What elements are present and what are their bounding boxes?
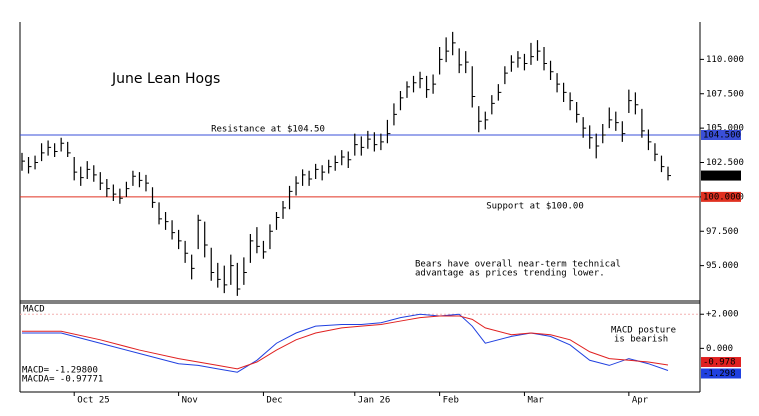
x-tick-label: Nov [182, 396, 198, 406]
level-label: Resistance at $104.50 [211, 125, 325, 135]
x-tick-label: Dec [266, 396, 282, 406]
x-tick-label: Jan 26 [358, 396, 391, 406]
x-tick-label: Feb [443, 396, 459, 406]
macd-readout: MACDA= -0.97771 [22, 375, 103, 385]
y-tick-label: 95.000 [706, 261, 739, 271]
price-tag-label: 104.500 [703, 131, 741, 141]
annotation: Bears have overall near-term technical [415, 260, 621, 270]
price-tag [701, 130, 741, 140]
macd-tag-label: -1.298 [703, 369, 736, 379]
y-tick-label: 97.500 [706, 227, 739, 237]
x-tick-label: Mar [527, 396, 544, 406]
y-tick-label: 102.500 [706, 158, 744, 168]
price-tag [701, 170, 741, 181]
macd-tag [701, 368, 741, 379]
macd-line [22, 315, 669, 370]
panel-title: MACD [23, 305, 45, 315]
annotation: advantage as prices trending lower. [415, 269, 605, 279]
y-tick-label: 107.500 [706, 89, 744, 99]
x-tick-label: Oct 25 [77, 396, 110, 406]
macd-tag-label: -0.978 [703, 358, 736, 368]
price-tag-label: 100.000 [703, 192, 741, 202]
macd-tick-label: +2.000 [706, 310, 739, 320]
macd-tick-label: 0.000 [706, 344, 733, 354]
y-tick-label: 110.000 [706, 55, 744, 65]
macd-annotation: MACD posture [611, 326, 676, 336]
level-label: Support at $100.00 [486, 201, 584, 211]
macd-readout: MACD= -1.29800 [22, 366, 98, 376]
macd-annotation: is bearish [614, 335, 668, 345]
macd-line [22, 313, 669, 373]
chart-title: June Lean Hogs [111, 71, 220, 87]
price-tag [701, 191, 741, 202]
x-tick-label: Apr [632, 396, 649, 406]
y-tick-label: 105.000 [706, 124, 744, 134]
price-tag-label: 101.550 [703, 171, 741, 181]
macd-tag [701, 357, 741, 368]
